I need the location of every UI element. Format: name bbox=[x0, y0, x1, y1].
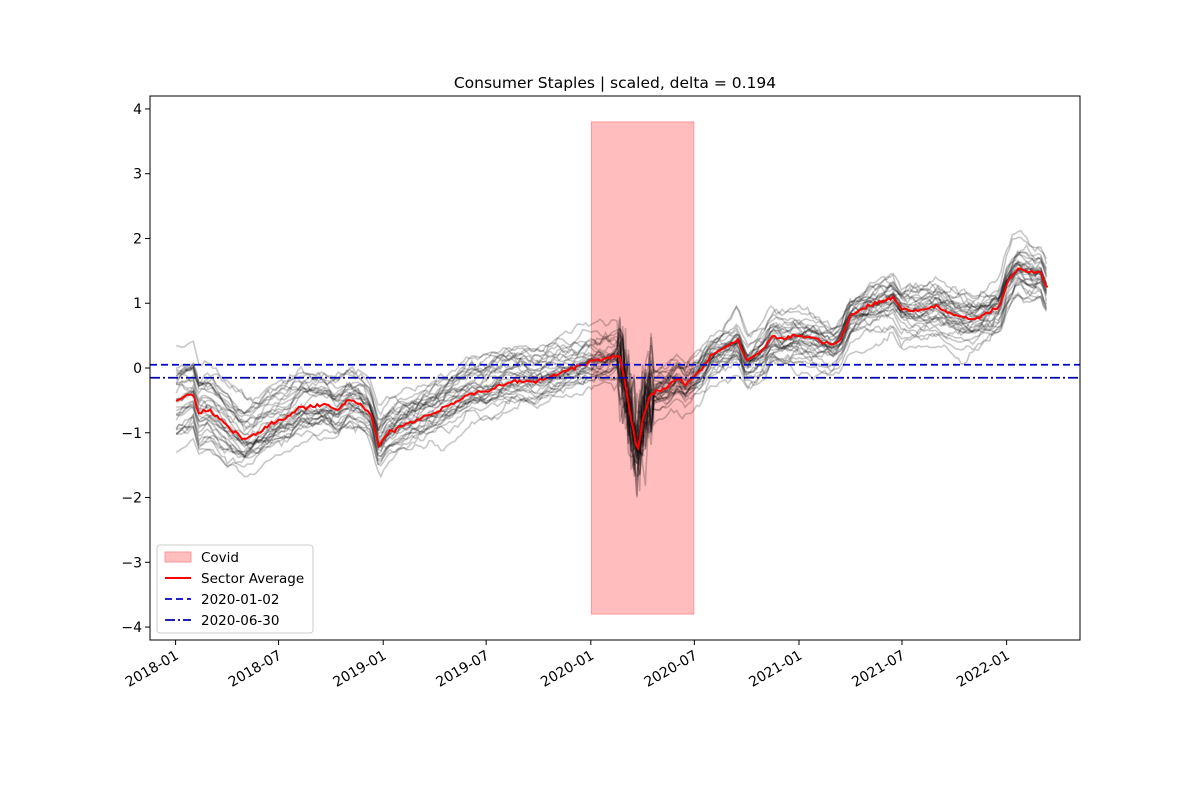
legend-label: 2020-06-30 bbox=[201, 613, 279, 629]
constituent-line bbox=[175, 278, 1048, 461]
constituent-line bbox=[175, 263, 1048, 479]
constituent-line bbox=[175, 261, 1048, 466]
constituent-line bbox=[175, 266, 1048, 465]
constituent-line bbox=[175, 271, 1048, 478]
constituent-line bbox=[175, 276, 1048, 486]
y-tick-label: −2 bbox=[121, 491, 142, 507]
constituent-line bbox=[176, 251, 1048, 465]
constituent-line bbox=[176, 260, 1048, 449]
y-tick-label: 0 bbox=[133, 361, 142, 377]
constituent-line bbox=[176, 269, 1048, 461]
y-tick-label: 4 bbox=[133, 102, 142, 118]
sector-average-line bbox=[175, 267, 1049, 452]
y-tick-label: 1 bbox=[133, 296, 142, 312]
constituent-line bbox=[176, 259, 1048, 448]
constituent-line bbox=[176, 229, 1048, 492]
legend: Covid Sector Average 2020-01-02 2020-06-30 bbox=[156, 544, 314, 634]
constituent-line bbox=[175, 268, 1048, 498]
constituent-line bbox=[176, 236, 1048, 477]
constituent-line bbox=[175, 259, 1047, 461]
constituent-line bbox=[175, 283, 1048, 496]
constituent-line bbox=[175, 294, 1048, 464]
constituent-line bbox=[175, 243, 1048, 438]
constituent-line bbox=[175, 280, 1048, 462]
y-tick-label: −1 bbox=[121, 426, 142, 442]
constituent-line bbox=[176, 269, 1048, 458]
legend-label: 2020-01-02 bbox=[201, 592, 279, 608]
constituent-line bbox=[176, 253, 1048, 464]
legend-label: Covid bbox=[201, 550, 239, 566]
y-axis: 4 3 2 1 0 −1 −2 −3 −4 bbox=[121, 102, 150, 636]
constituent-line bbox=[176, 272, 1048, 471]
y-tick-label: 2 bbox=[133, 231, 142, 247]
legend-label: Sector Average bbox=[201, 571, 304, 587]
constituent-line bbox=[175, 265, 1048, 475]
y-tick-label: −4 bbox=[121, 620, 142, 636]
legend-box bbox=[156, 544, 314, 634]
constituent-line bbox=[175, 280, 1048, 439]
legend-swatch-covid bbox=[164, 551, 192, 563]
constituent-line bbox=[175, 251, 1048, 481]
plot-area bbox=[149, 95, 1081, 641]
covid-span bbox=[590, 121, 695, 615]
y-tick-label: 3 bbox=[133, 167, 142, 183]
chart-title: Consumer Staples | scaled, delta = 0.194 bbox=[454, 74, 776, 92]
constituent-line bbox=[175, 249, 1048, 457]
y-tick-label: −3 bbox=[121, 555, 142, 571]
constituent-line bbox=[175, 267, 1048, 475]
constituent-line bbox=[175, 263, 1048, 476]
